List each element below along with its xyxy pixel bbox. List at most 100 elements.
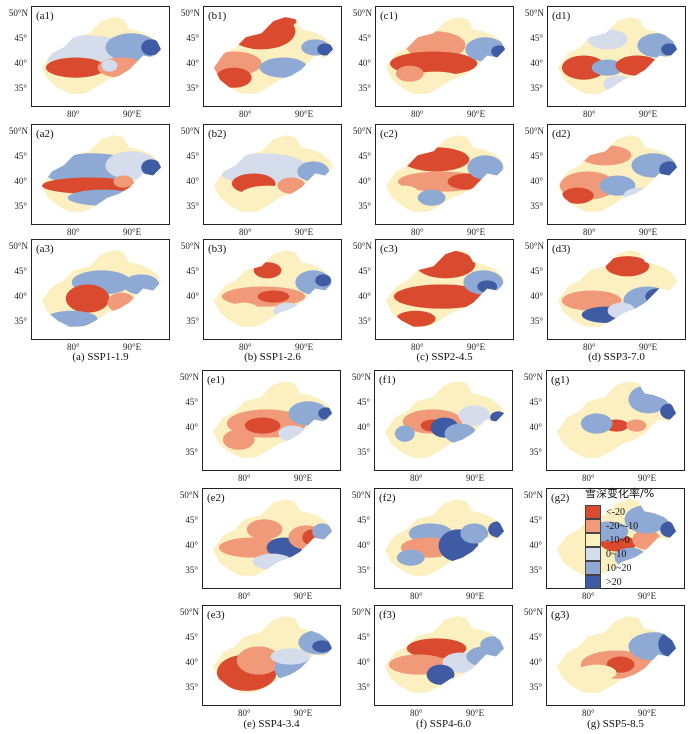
contour-patch (257, 17, 298, 30)
lat-tick-label: 50°N (8, 241, 28, 251)
lat-tick-label: 50°N (180, 241, 200, 251)
lon-tick-label: 90°E (294, 473, 313, 483)
legend-swatch (585, 519, 601, 533)
map-frame: (c1) (375, 6, 514, 107)
contour-patch (491, 45, 506, 58)
snow-depth-map (384, 616, 505, 693)
contour-patch (401, 147, 470, 172)
contour-patch (623, 187, 656, 204)
lat-tick-label: 40° (358, 176, 371, 186)
contour-patch (395, 65, 424, 82)
lat-tick-label: 45° (14, 266, 27, 276)
lon-tick-label: 80° (239, 227, 252, 237)
lat-tick-label: 50°N (352, 8, 372, 18)
map-frame: (g3) (546, 605, 685, 706)
contour-patch (141, 39, 162, 56)
snow-depth-map (212, 499, 333, 576)
lon-tick-label: 90°E (294, 708, 313, 718)
lon-tick-label: 80° (239, 109, 252, 119)
lat-tick-label: 50°N (524, 126, 544, 136)
contour-patch (312, 523, 333, 540)
lat-tick-label: 40° (357, 540, 370, 550)
lat-tick-label: 40° (185, 422, 198, 432)
lat-tick-label: 45° (357, 515, 370, 525)
contour-patch (591, 59, 624, 76)
lat-tick-label: 50°N (351, 372, 371, 382)
lon-tick-label: 80° (411, 227, 424, 237)
lat-tick-label: 35° (14, 83, 27, 93)
snow-depth-map (41, 250, 162, 327)
lon-tick-label: 90°E (467, 342, 486, 352)
lon-tick-label: 80° (410, 708, 423, 718)
lon-tick-label: 90°E (123, 342, 142, 352)
contour-patch (45, 310, 98, 327)
lat-tick-label: 45° (358, 151, 371, 161)
legend-swatch (585, 505, 601, 519)
panel-label: (d1) (552, 10, 571, 22)
lat-tick-label: 40° (186, 176, 199, 186)
lon-tick-label: 80° (238, 708, 251, 718)
region-fill (212, 499, 333, 576)
lat-tick-label: 40° (358, 58, 371, 68)
contour-patch (297, 161, 330, 182)
lat-tick-label: 35° (186, 201, 199, 211)
lat-tick-label: 35° (530, 316, 543, 326)
contour-patch (301, 187, 326, 204)
lon-tick-label: 80° (410, 591, 423, 601)
lon-tick-label: 90°E (639, 227, 658, 237)
map-frame: (a1) (31, 6, 170, 107)
contour-patch (460, 523, 489, 544)
lat-tick-label: 40° (14, 58, 27, 68)
legend-item: -20~-10 (585, 519, 690, 533)
map-frame: (d1) (547, 6, 686, 107)
lat-tick-label: 40° (530, 291, 543, 301)
legend-label: -20~-10 (606, 520, 639, 532)
contour-patch (123, 274, 160, 295)
legend-label: -10~0 (606, 534, 630, 546)
lat-tick-label: 45° (357, 397, 370, 407)
contour-patch (236, 646, 281, 675)
lat-tick-label: 40° (14, 176, 27, 186)
contour-patch (456, 674, 485, 687)
lon-tick-label: 80° (238, 591, 251, 601)
contour-patch (270, 648, 311, 665)
lat-tick-label: 35° (357, 565, 370, 575)
lat-tick-label: 50°N (523, 372, 543, 382)
panel-label: (f2) (379, 492, 396, 504)
lat-tick-label: 40° (14, 291, 27, 301)
lon-tick-label: 90°E (295, 342, 314, 352)
contour-patch (458, 405, 491, 426)
contour-patch (603, 75, 632, 92)
contour-patch (389, 185, 418, 198)
scenario-caption: (g) SSP5-8.5 (587, 718, 644, 730)
lon-tick-label: 90°E (466, 473, 485, 483)
lat-tick-label: 45° (529, 632, 542, 642)
map-frame: (c3) (375, 239, 514, 340)
panel-label: (e3) (207, 609, 225, 621)
lat-tick-label: 50°N (524, 241, 544, 251)
snow-depth-map (384, 499, 505, 576)
contour-patch (141, 159, 162, 176)
legend-swatch (585, 533, 601, 547)
contour-patch (227, 302, 260, 319)
region-fill (557, 17, 678, 94)
lat-tick-label: 45° (529, 397, 542, 407)
lon-tick-label: 80° (239, 342, 252, 352)
panel-label: (f1) (379, 374, 396, 386)
map-frame: (g2) (546, 488, 685, 589)
contour-patch (482, 549, 503, 562)
lat-tick-label: 45° (185, 397, 198, 407)
lon-tick-label: 90°E (466, 591, 485, 601)
map-frame: (d2) (547, 124, 686, 225)
lon-tick-label: 90°E (294, 591, 313, 601)
lon-tick-label: 80° (583, 109, 596, 119)
contour-patch (607, 302, 636, 319)
contour-patch (605, 256, 650, 277)
lat-tick-label: 50°N (352, 126, 372, 136)
panel-label: (c2) (380, 128, 398, 140)
lat-tick-label: 35° (530, 83, 543, 93)
legend-item: >20 (585, 575, 690, 589)
contour-patch (658, 632, 677, 657)
contour-patch (477, 280, 498, 293)
lon-tick-label: 90°E (638, 591, 657, 601)
